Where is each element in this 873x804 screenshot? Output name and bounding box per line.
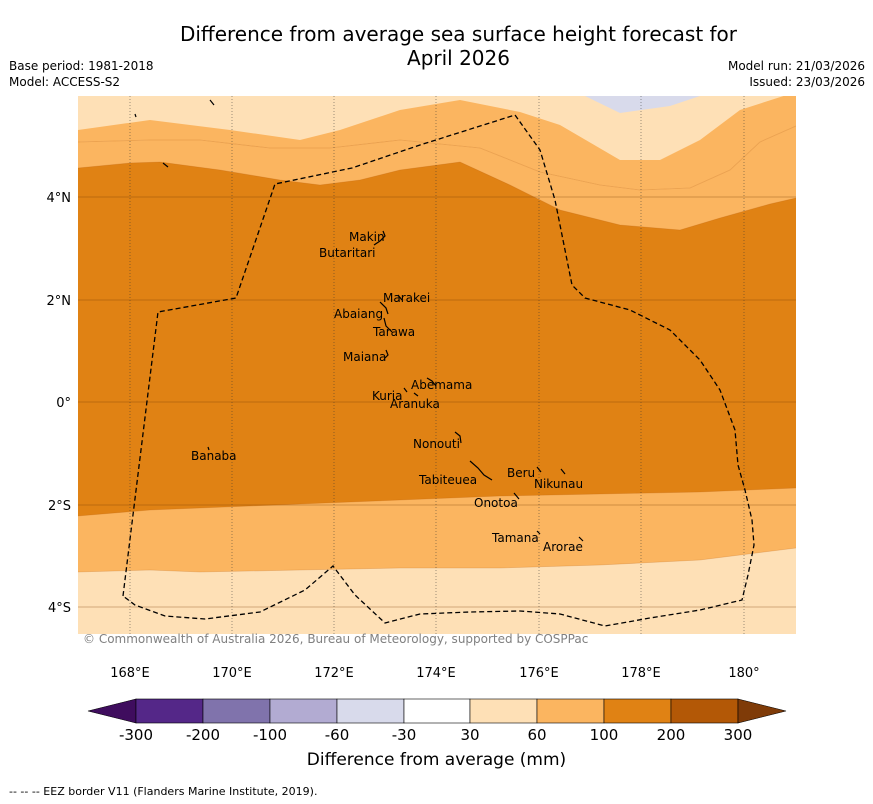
label-nonouti: Nonouti bbox=[413, 437, 460, 451]
colorbar-bin-3 bbox=[269, 698, 338, 724]
tamana-island bbox=[536, 530, 541, 535]
band-100-200-main bbox=[78, 162, 796, 516]
eez-gilbert-group bbox=[122, 114, 755, 627]
beru-island bbox=[536, 466, 542, 473]
lon-168e: 168°E bbox=[110, 666, 150, 681]
label-tamana: Tamana bbox=[491, 531, 539, 545]
colorbar-bin-7 bbox=[536, 698, 605, 724]
colorbar-bin-4 bbox=[336, 698, 405, 724]
colorbar-ticks: -300 -200 -100 -60 -30 30 60 100 200 300 bbox=[119, 726, 752, 744]
label-aranuka: Aranuka bbox=[390, 397, 440, 411]
cbar-tick-6: 60 bbox=[527, 726, 546, 744]
cbar-tick-0: -300 bbox=[119, 726, 153, 744]
colorbar-extend-low bbox=[87, 698, 137, 724]
cbar-tick-3: -60 bbox=[325, 726, 350, 744]
label-nikunau: Nikunau bbox=[534, 477, 583, 491]
islands bbox=[134, 99, 584, 542]
gridlines bbox=[78, 96, 796, 634]
abaiang-island bbox=[379, 301, 389, 315]
colorbar-bin-8 bbox=[603, 698, 672, 724]
tabiteuea-island bbox=[469, 460, 493, 481]
label-kuria: Kuria bbox=[372, 389, 403, 403]
nikunau-island bbox=[560, 468, 566, 475]
label-butaritari: Butaritari bbox=[319, 246, 376, 260]
title-line-2: April 2026 bbox=[407, 46, 510, 70]
lon-178e: 178°E bbox=[621, 666, 661, 681]
lat-2n: 2°N bbox=[47, 294, 72, 309]
contour-fill bbox=[78, 96, 796, 634]
colorbar-bin-6 bbox=[469, 698, 538, 724]
chart-title: Difference from average sea surface heig… bbox=[0, 22, 873, 70]
aranuka-island bbox=[413, 392, 419, 397]
makin-island bbox=[373, 230, 386, 246]
eez-border bbox=[122, 114, 755, 627]
band-top-light bbox=[78, 96, 350, 115]
nonouti-island bbox=[454, 431, 462, 444]
colorbar-bin-2 bbox=[202, 698, 271, 724]
colorbar-label: Difference from average (mm) bbox=[306, 750, 567, 770]
lon-176e: 176°E bbox=[519, 666, 559, 681]
colorbar bbox=[87, 698, 787, 724]
label-marakei: Marakei bbox=[383, 291, 430, 305]
label-arorae: Arorae bbox=[543, 540, 583, 554]
islet-nw-1 bbox=[134, 113, 137, 118]
label-abaiang: Abaiang bbox=[334, 307, 383, 321]
lat-2s: 2°S bbox=[48, 499, 71, 514]
label-beru: Beru bbox=[507, 466, 535, 480]
abemama-island bbox=[426, 377, 437, 387]
arorae-island bbox=[578, 536, 584, 542]
label-makin: Makin bbox=[349, 230, 385, 244]
cbar-tick-8: 200 bbox=[657, 726, 686, 744]
lon-172e: 172°E bbox=[314, 666, 354, 681]
eez-footnote: -- -- -- EEZ border V11 (Flanders Marine… bbox=[9, 785, 318, 798]
issued-date: Issued: 23/03/2026 bbox=[749, 75, 865, 89]
lon-170e: 170°E bbox=[212, 666, 252, 681]
label-onotoa: Onotoa bbox=[474, 496, 518, 510]
label-tarawa: Tarawa bbox=[372, 325, 415, 339]
lat-0: 0° bbox=[56, 396, 71, 411]
colorbar-bin-9 bbox=[670, 698, 739, 724]
meta-right: Model run: 21/03/2026 Issued: 23/03/2026 bbox=[728, 58, 865, 90]
label-tabiteuea: Tabiteuea bbox=[418, 473, 477, 487]
label-abemama: Abemama bbox=[411, 378, 472, 392]
cbar-tick-2: -100 bbox=[253, 726, 287, 744]
colorbar-bin-5 bbox=[403, 698, 471, 724]
colorbar-bin-1 bbox=[135, 698, 204, 724]
band-60-100-north bbox=[78, 96, 796, 190]
lat-4n: 4°N bbox=[47, 191, 72, 206]
cbar-tick-7: 100 bbox=[590, 726, 619, 744]
place-labels: Makin Butaritari Marakei Abaiang Tarawa … bbox=[191, 230, 583, 554]
label-banaba: Banaba bbox=[191, 449, 237, 463]
title-line-1: Difference from average sea surface heig… bbox=[179, 22, 738, 46]
band-neg-60-30 bbox=[585, 96, 700, 113]
lon-180: 180° bbox=[728, 666, 759, 681]
contour-lines bbox=[78, 125, 796, 573]
tarawa-island bbox=[383, 317, 393, 333]
maiana-island bbox=[384, 349, 389, 359]
cbar-tick-5: 30 bbox=[460, 726, 479, 744]
banaba-island bbox=[207, 446, 210, 451]
model-run: Model run: 21/03/2026 bbox=[727, 59, 865, 73]
lat-axis-labels: 4°N 2°N 0° 2°S 4°S bbox=[47, 191, 72, 616]
cbar-tick-1: -200 bbox=[186, 726, 220, 744]
marakei-island bbox=[397, 294, 403, 301]
onotoa-island bbox=[513, 492, 520, 500]
lon-174e: 174°E bbox=[416, 666, 456, 681]
base-period: Base period: 1981-2018 bbox=[9, 59, 154, 73]
model-name: Model: ACCESS-S2 bbox=[9, 75, 121, 89]
cbar-tick-9: 300 bbox=[724, 726, 753, 744]
label-maiana: Maiana bbox=[343, 350, 386, 364]
lat-4s: 4°S bbox=[48, 601, 71, 616]
islet-n-1 bbox=[209, 99, 215, 106]
copyright-notice: © Commonwealth of Australia 2026, Bureau… bbox=[83, 632, 589, 646]
meta-left: Base period: 1981-2018 Model: ACCESS-S2 bbox=[9, 58, 154, 90]
kuria-island bbox=[403, 387, 408, 393]
cbar-tick-4: -30 bbox=[392, 726, 417, 744]
colorbar-extend-high bbox=[737, 698, 787, 724]
islet-nw-2 bbox=[162, 162, 169, 168]
lon-axis-labels: 168°E 170°E 172°E 174°E 176°E 178°E 180° bbox=[110, 666, 759, 681]
